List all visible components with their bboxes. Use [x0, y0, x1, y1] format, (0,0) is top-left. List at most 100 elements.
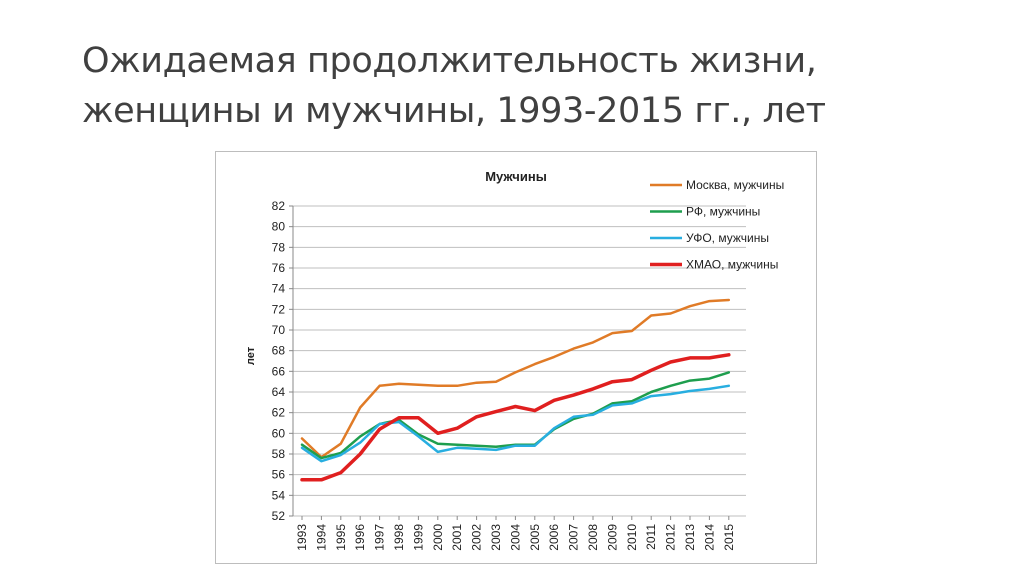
x-tick-label: 1996 — [353, 524, 367, 551]
data-point-2 — [359, 441, 361, 444]
data-point-0 — [514, 371, 517, 374]
data-point-3 — [437, 432, 439, 435]
data-point-1 — [475, 444, 478, 447]
x-tick-label: 2001 — [450, 524, 464, 551]
data-point-2 — [708, 388, 711, 390]
data-point-0 — [689, 305, 691, 308]
data-point-0 — [398, 382, 400, 385]
y-tick-label: 72 — [272, 302, 286, 316]
data-point-0 — [631, 330, 633, 332]
data-point-3 — [359, 453, 361, 455]
x-tick-label: 1998 — [392, 524, 406, 551]
data-point-0 — [359, 406, 361, 409]
data-point-0 — [456, 385, 458, 387]
y-tick-label: 56 — [272, 468, 286, 482]
data-point-2 — [417, 435, 420, 438]
y-tick-label: 64 — [272, 385, 286, 399]
x-tick-label: 2007 — [567, 524, 581, 551]
y-axis-label: лет — [245, 346, 257, 365]
data-point-2 — [631, 402, 633, 405]
y-tick-label: 66 — [272, 364, 286, 378]
data-point-2 — [475, 448, 478, 450]
data-point-2 — [320, 460, 323, 463]
y-tick-label: 68 — [272, 344, 286, 358]
data-point-3 — [728, 354, 730, 356]
data-point-2 — [437, 451, 439, 453]
data-point-3 — [495, 410, 497, 413]
data-point-1 — [359, 435, 361, 438]
x-tick-label: 1999 — [411, 524, 425, 551]
data-point-3 — [631, 378, 633, 381]
data-point-0 — [592, 341, 594, 344]
x-tick-label: 2013 — [683, 524, 697, 551]
data-point-1 — [495, 445, 497, 448]
data-point-0 — [417, 383, 420, 386]
chart-title: Мужчины — [485, 169, 547, 184]
data-point-3 — [456, 427, 458, 429]
slide-title: Ожидаемая продолжительность жизни, женщи… — [82, 36, 982, 136]
data-point-0 — [728, 299, 730, 301]
x-tick-label: 2006 — [547, 524, 561, 551]
data-point-1 — [650, 391, 652, 393]
data-point-1 — [611, 402, 614, 405]
x-tick-label: 2002 — [470, 524, 484, 551]
x-tick-label: 2014 — [702, 524, 716, 551]
data-point-0 — [553, 356, 555, 358]
data-point-0 — [669, 312, 672, 315]
slide-title-line-2: женщины и мужчины, 1993-2015 гг., лет — [82, 91, 826, 131]
x-tick-label: 2003 — [489, 524, 503, 551]
data-point-0 — [650, 314, 652, 317]
y-tick-label: 60 — [272, 426, 286, 440]
y-tick-label: 82 — [272, 199, 286, 213]
data-point-0 — [437, 385, 439, 387]
y-tick-label: 80 — [272, 220, 286, 234]
data-point-2 — [398, 421, 400, 423]
x-tick-label: 2010 — [625, 524, 639, 551]
data-point-3 — [514, 405, 517, 408]
data-point-3 — [301, 479, 303, 481]
data-point-0 — [301, 437, 303, 440]
data-point-3 — [340, 471, 342, 474]
y-tick-label: 78 — [272, 240, 286, 254]
data-point-3 — [689, 357, 691, 359]
data-point-1 — [689, 379, 691, 382]
line-chart: 52 54 56 58 60 62 64 66 68 70 72 74 76 78 80 82 1993 1994… — [245, 169, 784, 551]
x-tick-label: 2005 — [528, 524, 542, 551]
data-point-3 — [572, 394, 575, 396]
data-point-2 — [553, 427, 555, 429]
x-tick-label: 2009 — [605, 524, 619, 551]
data-point-0 — [572, 347, 575, 350]
data-point-0 — [708, 300, 711, 302]
data-point-1 — [669, 385, 672, 387]
x-tick-label: 1994 — [314, 524, 328, 551]
x-tick-label: 2015 — [722, 524, 736, 551]
series-line-2 — [300, 384, 731, 463]
data-point-3 — [378, 428, 381, 431]
data-point-0 — [475, 381, 478, 384]
data-point-3 — [592, 388, 594, 390]
data-point-2 — [534, 444, 536, 447]
data-point-3 — [475, 416, 478, 418]
data-point-2 — [728, 385, 730, 387]
legend-label: Москва, мужчины — [686, 178, 784, 192]
data-point-2 — [514, 444, 517, 447]
y-tick-label: 52 — [272, 509, 286, 523]
data-point-3 — [708, 357, 711, 359]
data-point-1 — [437, 442, 439, 445]
data-point-3 — [611, 380, 614, 383]
data-point-3 — [534, 409, 536, 412]
data-point-0 — [534, 363, 536, 365]
data-point-3 — [669, 361, 672, 363]
y-tick-label: 76 — [272, 261, 286, 275]
data-point-2 — [495, 449, 497, 451]
x-tick-label: 2004 — [508, 524, 522, 551]
data-point-0 — [611, 332, 614, 334]
data-point-2 — [689, 390, 691, 392]
y-tick-label: 54 — [272, 488, 286, 502]
x-tick-label: 2008 — [586, 524, 600, 551]
data-point-3 — [398, 417, 400, 419]
data-point-2 — [456, 447, 458, 449]
y-tick-label: 70 — [272, 323, 286, 337]
data-point-0 — [495, 380, 497, 383]
data-point-0 — [340, 442, 342, 445]
